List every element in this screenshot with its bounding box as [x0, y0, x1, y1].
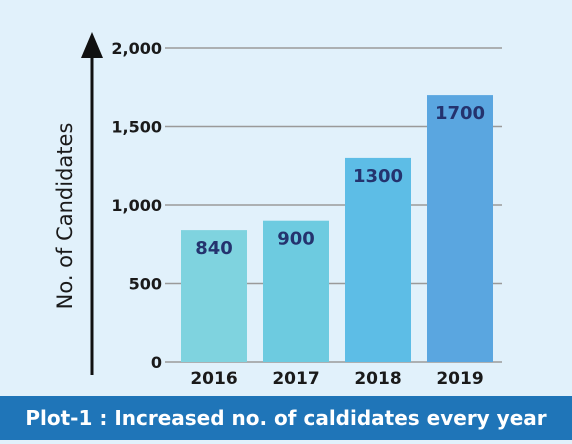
y-axis-arrowhead [81, 32, 103, 58]
bar [263, 220, 329, 362]
x-tick-labels: 2016 2017 2018 2019 [190, 369, 483, 389]
caption-bar: Plot-1 : Increased no. of caldidates eve… [0, 396, 572, 440]
y-tick-label: 1,000 [111, 196, 162, 215]
data-label: 1300 [353, 166, 403, 187]
x-tick-label: 2019 [436, 369, 483, 389]
y-tick-labels: 0 500 1,000 1,500 2,000 [111, 39, 162, 372]
y-tick-label: 500 [129, 275, 162, 294]
bars [181, 95, 493, 362]
y-tick-label: 0 [151, 353, 162, 372]
data-label: 840 [195, 238, 233, 259]
y-tick-label: 2,000 [111, 39, 162, 58]
x-tick-label: 2016 [190, 369, 237, 389]
bar-chart: No. of Candidates 0 500 1,000 1,500 2,000 20… [53, 32, 502, 389]
caption: Plot-1 : Increased no. of caldidates eve… [25, 406, 547, 430]
data-label: 1700 [435, 103, 485, 124]
y-axis [81, 32, 103, 375]
x-tick-label: 2018 [354, 369, 401, 389]
x-tick-label: 2017 [272, 369, 319, 389]
y-tick-label: 1,500 [111, 118, 162, 137]
y-axis-label: No. of Candidates [53, 123, 77, 310]
data-labels: 840 900 1300 1700 [195, 103, 485, 259]
data-label: 900 [277, 229, 315, 250]
bar [345, 157, 411, 362]
bar [181, 230, 247, 362]
bar [427, 95, 493, 362]
